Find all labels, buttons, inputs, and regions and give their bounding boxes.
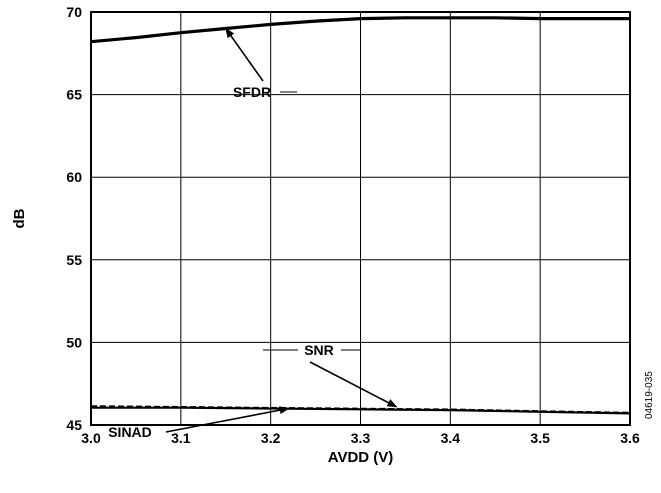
y-tick-label: 70 (66, 4, 82, 20)
plot-frame (90, 11, 631, 426)
x-tick-label: 3.6 (620, 430, 640, 446)
y-axis-title: dB (11, 208, 28, 228)
series-lines (90, 16, 631, 415)
series-line-sfdr (90, 16, 630, 44)
y-tick-label: 60 (66, 169, 82, 185)
grid (90, 11, 631, 426)
x-tick-label: 3.0 (81, 430, 101, 446)
annotation-arrow (225, 27, 264, 82)
x-axis-title: AVDD (V) (328, 449, 394, 466)
annotations: SFDR SNR SINAD (108, 27, 398, 440)
y-tick-label: 45 (66, 417, 82, 433)
x-tick-label: 3.5 (530, 430, 550, 446)
x-tick-label: 3.4 (441, 430, 461, 446)
x-tick-label: 3.2 (261, 430, 281, 446)
figure-id: 04619-035 (644, 371, 655, 419)
y-tick-label: 55 (66, 252, 82, 268)
annotation-arrow (165, 406, 290, 433)
y-tick-label: 50 (66, 334, 82, 350)
annotation-sinad: SINAD (108, 424, 152, 440)
x-tick-label: 3.1 (171, 430, 191, 446)
annotation-snr: SNR (304, 342, 334, 358)
series-line-sinad (91, 406, 631, 415)
x-tick-label: 3.3 (351, 430, 371, 446)
y-tick-label: 65 (66, 87, 82, 103)
tick-labels: 3.0 3.1 3.2 3.3 3.4 3.5 3.6 45 50 55 60 65 70 (66, 4, 640, 446)
annotation-sfdr: SFDR (233, 84, 271, 100)
annotation-arrow (309, 361, 398, 408)
